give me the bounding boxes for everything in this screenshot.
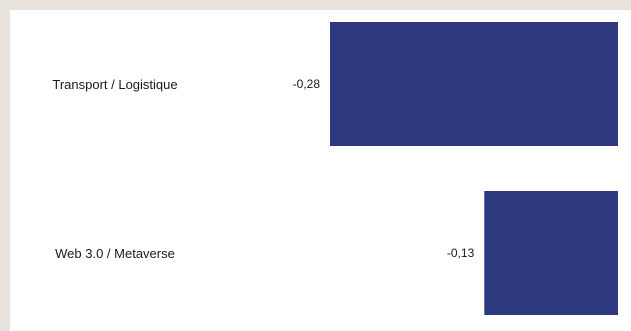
bar-1 <box>484 191 618 315</box>
value-label-0: -0,28 <box>293 77 321 91</box>
chart-panel: Transport / Logistique -0,28 Web 3.0 / Met… <box>10 10 631 331</box>
bar-chart: Transport / Logistique -0,28 Web 3.0 / Met… <box>52 22 618 315</box>
value-label-1: -0,13 <box>447 246 475 260</box>
bar-0 <box>330 22 618 146</box>
category-label-0: Transport / Logistique <box>52 77 177 92</box>
category-label-1: Web 3.0 / Metaverse <box>55 246 175 261</box>
